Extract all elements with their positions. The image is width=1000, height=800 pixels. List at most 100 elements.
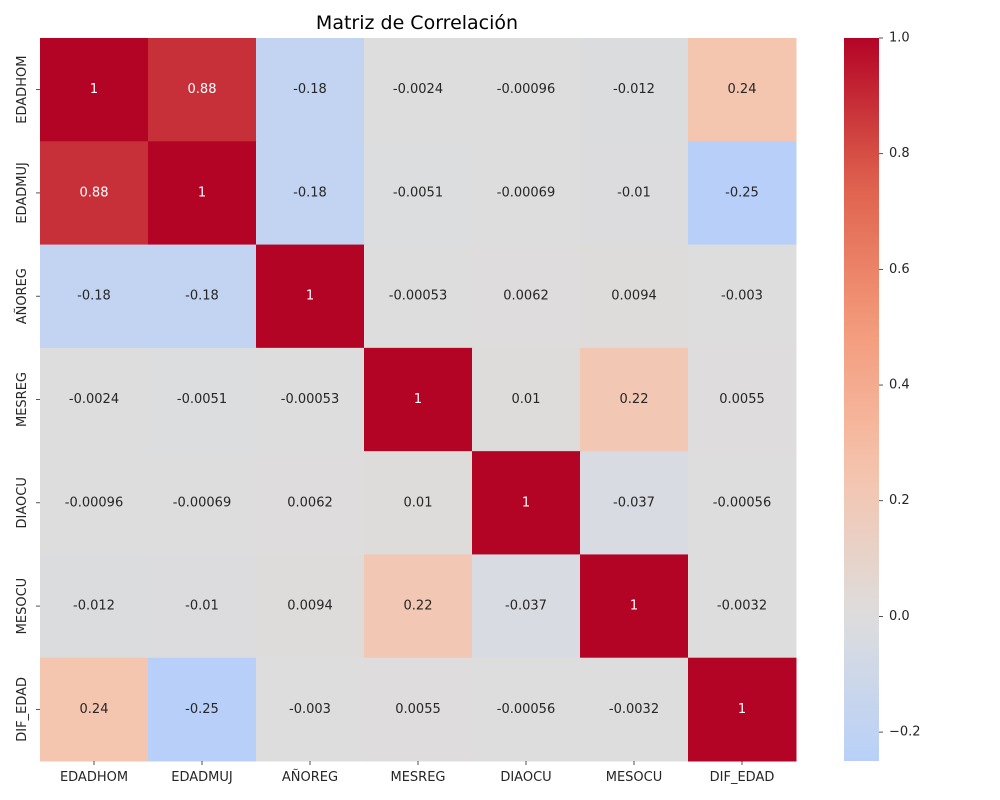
heatmap-cell <box>580 451 689 555</box>
heatmap-cell <box>580 38 689 142</box>
cell-value-label: 0.88 <box>80 185 109 200</box>
colorbar-tick-label: 0.0 <box>889 609 910 624</box>
cell-value-label: 0.0055 <box>719 392 765 407</box>
cell-value-label: 0.22 <box>404 599 433 614</box>
cell-value-label: -0.0051 <box>177 392 227 407</box>
x-tick-label: DIAOCU <box>500 770 551 785</box>
heatmap-cell <box>472 451 581 555</box>
heatmap-cell-labels: 1 0.88 -0.18 -0.0024 -0.00096 -0.012 0.24 0.88 1… <box>65 82 771 717</box>
cell-value-label: -0.00056 <box>497 702 555 717</box>
cell-value-label: -0.25 <box>725 185 759 200</box>
colorbar-tick-label: 0.4 <box>889 378 910 393</box>
cell-value-label: -0.0032 <box>717 599 767 614</box>
cell-value-label: 0.0094 <box>287 599 333 614</box>
heatmap-cell <box>364 141 473 246</box>
cell-value-label: 0.0055 <box>395 702 441 717</box>
chart-title: Matriz de Correlación <box>316 12 518 34</box>
y-tick-label: MESREG <box>15 372 30 427</box>
heatmap-cell <box>148 38 257 142</box>
heatmap-cell <box>472 244 581 349</box>
heatmap-cell <box>580 244 689 349</box>
x-tick-label: MESOCU <box>606 770 663 785</box>
cell-value-label: 1 <box>738 702 746 717</box>
y-axis-ticks: EDADHOM EDADMUJ AÑOREG MESREG DIAOCU MESOCU DI… <box>14 56 40 742</box>
cell-value-label: -0.00069 <box>173 495 231 510</box>
heatmap-cell <box>472 657 581 762</box>
cell-value-label: -0.037 <box>505 599 547 614</box>
cell-value-label: -0.18 <box>293 185 327 200</box>
x-tick-label: MESREG <box>390 770 445 785</box>
heatmap-cell <box>40 141 149 246</box>
colorbar-tick-label: 1.0 <box>889 31 910 46</box>
colorbar-tick-label: −0.2 <box>889 725 921 740</box>
heatmap-cell <box>256 38 365 142</box>
cell-value-label: -0.0051 <box>393 185 443 200</box>
cell-value-label: 1 <box>90 82 98 97</box>
colorbar <box>844 38 879 761</box>
cell-value-label: -0.01 <box>185 599 219 614</box>
cell-value-label: 0.0062 <box>503 289 549 304</box>
heatmap-cell <box>364 347 473 452</box>
heatmap-cell <box>688 141 797 246</box>
heatmap-cell <box>148 141 257 246</box>
cell-value-label: -0.25 <box>185 702 219 717</box>
heatmap-cell <box>364 244 473 349</box>
cell-value-label: 1 <box>630 599 638 614</box>
heatmap-cell <box>364 657 473 762</box>
heatmap-cell <box>40 657 149 762</box>
cell-value-label: 0.22 <box>620 392 649 407</box>
heatmap-cell <box>148 451 257 555</box>
cell-value-label: 0.01 <box>512 392 541 407</box>
x-tick-label: AÑOREG <box>282 769 338 785</box>
colorbar-tick-label: 0.8 <box>889 146 910 161</box>
cell-value-label: -0.00096 <box>65 495 123 510</box>
cell-value-label: 1 <box>306 289 314 304</box>
heatmap-cell <box>148 244 257 349</box>
cell-value-label: -0.0024 <box>69 392 119 407</box>
cell-value-label: 0.24 <box>728 82 757 97</box>
y-tick-label: DIAOCU <box>15 477 30 528</box>
heatmap-cell <box>40 347 149 452</box>
heatmap-cell <box>688 451 797 555</box>
cell-value-label: -0.00069 <box>497 185 555 200</box>
heatmap-cell <box>472 38 581 142</box>
heatmap-cell <box>688 554 797 659</box>
cell-value-label: -0.00096 <box>497 82 555 97</box>
heatmap-cell <box>256 657 365 762</box>
cell-value-label: -0.037 <box>613 495 655 510</box>
heatmap-cell <box>688 657 797 762</box>
cell-value-label: 0.0062 <box>287 495 333 510</box>
y-tick-label: EDADMUJ <box>15 162 30 223</box>
x-axis-ticks: EDADHOM EDADMUJ AÑOREG MESREG DIAOCU MESOCU DI… <box>60 761 774 785</box>
cell-value-label: 0.01 <box>404 495 433 510</box>
heatmap-cell <box>688 244 797 349</box>
cell-value-label: 1 <box>414 392 422 407</box>
x-tick-label: EDADMUJ <box>171 770 232 785</box>
heatmap-cell <box>580 347 689 452</box>
cell-value-label: -0.003 <box>721 289 763 304</box>
heatmap-cell <box>148 554 257 659</box>
cell-value-label: -0.012 <box>73 599 115 614</box>
heatmap-cell <box>580 141 689 246</box>
heatmap-cell <box>148 657 257 762</box>
cell-value-label: 1 <box>522 495 530 510</box>
cell-value-label: -0.00053 <box>281 392 339 407</box>
heatmap-cell <box>364 554 473 659</box>
cell-value-label: 1 <box>198 185 206 200</box>
cell-value-label: 0.0094 <box>611 289 657 304</box>
cell-value-label: -0.012 <box>613 82 655 97</box>
heatmap-cell <box>472 554 581 659</box>
cell-value-label: -0.00053 <box>389 289 447 304</box>
heatmap-cell <box>688 38 797 142</box>
heatmap-cell <box>472 347 581 452</box>
heatmap-cell <box>256 347 365 452</box>
cell-value-label: -0.0032 <box>609 702 659 717</box>
heatmap-cell <box>40 38 149 142</box>
cell-value-label: -0.18 <box>77 289 111 304</box>
y-tick-label: EDADHOM <box>15 56 30 124</box>
heatmap-cell <box>472 141 581 246</box>
heatmap-cell <box>256 244 365 349</box>
y-tick-label: AÑOREG <box>14 268 30 324</box>
heatmap-cell <box>40 451 149 555</box>
heatmap-cells <box>40 38 797 762</box>
